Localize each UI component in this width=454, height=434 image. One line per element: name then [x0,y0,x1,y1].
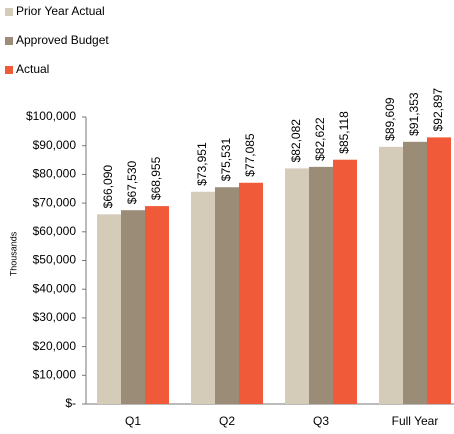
y-tick-label: $100,000 [26,109,76,123]
bar [379,146,403,404]
y-tick-label: $10,000 [33,367,77,381]
data-label: $75,531 [219,138,233,182]
data-label: $77,085 [243,133,257,177]
bar [285,168,309,404]
data-label: $89,609 [383,97,397,141]
bar [239,182,263,404]
bar [215,187,239,404]
y-tick-label: $50,000 [33,253,77,267]
x-tick-label: Full Year [392,414,439,428]
bar [309,166,333,404]
y-tick-label: $- [65,396,76,410]
data-label: $68,955 [149,156,163,200]
y-tick-label: $80,000 [33,167,77,181]
data-label: $82,082 [289,119,303,163]
legend-label: Actual [16,62,49,76]
y-tick-label: $90,000 [33,138,77,152]
data-label: $82,622 [313,117,327,161]
y-tick-label: $40,000 [33,281,77,295]
data-label: $91,353 [407,92,421,136]
x-tick-label: Q3 [313,414,329,428]
data-label: $73,951 [195,142,209,186]
data-label: $92,897 [431,88,445,132]
y-axis-label: Thousands [8,231,18,276]
bar [145,206,169,404]
bar [333,159,357,404]
y-tick-label: $70,000 [33,195,77,209]
bar [403,141,427,404]
y-tick-label: $60,000 [33,224,77,238]
bar [97,214,121,404]
legend-swatch [5,66,13,74]
data-label: $85,118 [337,111,351,154]
legend-swatch [5,37,13,45]
legend-label: Approved Budget [16,33,109,47]
legend-swatch [5,8,13,16]
y-tick-label: $20,000 [33,339,77,353]
x-tick-label: Q2 [219,414,235,428]
data-label: $67,530 [125,160,139,204]
bar [121,210,145,404]
y-tick-label: $30,000 [33,310,77,324]
data-label: $66,090 [101,165,115,209]
legend-label: Prior Year Actual [16,4,105,18]
x-tick-label: Q1 [125,414,141,428]
bar [427,137,451,404]
bar [191,191,215,404]
